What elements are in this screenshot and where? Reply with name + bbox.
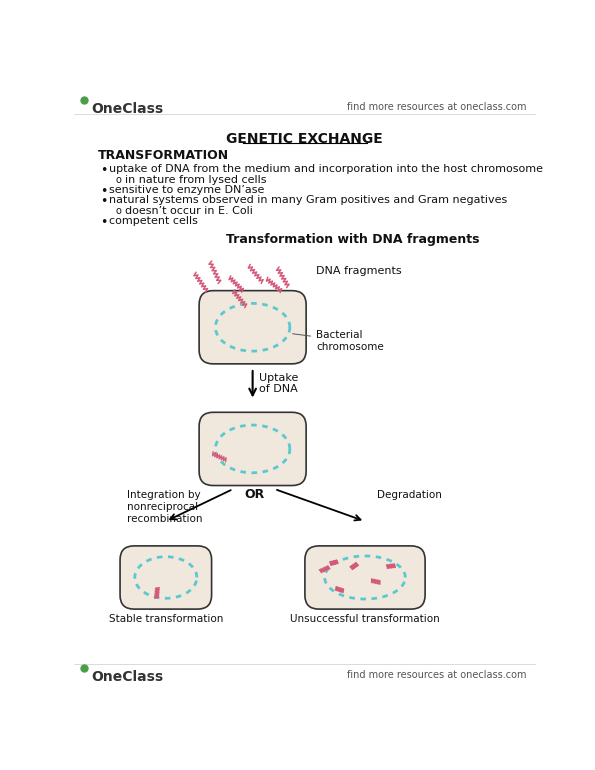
Text: find more resources at oneclass.com: find more resources at oneclass.com	[347, 670, 526, 680]
Text: natural systems observed in many Gram positives and Gram negatives: natural systems observed in many Gram po…	[109, 195, 508, 205]
Text: Unsuccessful transformation: Unsuccessful transformation	[290, 614, 440, 624]
FancyBboxPatch shape	[120, 546, 212, 609]
Text: OneClass: OneClass	[92, 102, 164, 115]
Text: Degradation: Degradation	[377, 490, 441, 500]
Text: doesn’t occur in E. Coli: doesn’t occur in E. Coli	[125, 206, 253, 216]
Text: o: o	[115, 206, 121, 216]
Text: competent cells: competent cells	[109, 216, 198, 226]
Text: Uptake
of DNA: Uptake of DNA	[259, 373, 298, 394]
Text: Stable transformation: Stable transformation	[109, 614, 223, 624]
Text: in nature from lysed cells: in nature from lysed cells	[125, 175, 266, 185]
Text: OneClass: OneClass	[92, 670, 164, 684]
FancyBboxPatch shape	[199, 290, 306, 364]
Text: •: •	[100, 164, 107, 177]
Text: •: •	[100, 185, 107, 198]
Text: find more resources at oneclass.com: find more resources at oneclass.com	[347, 102, 526, 112]
Text: •: •	[100, 216, 107, 229]
Text: Bacterial
chromosome: Bacterial chromosome	[293, 330, 384, 352]
Text: Transformation with DNA fragments: Transformation with DNA fragments	[226, 233, 479, 246]
Text: DNA fragments: DNA fragments	[316, 266, 402, 276]
Text: GENETIC EXCHANGE: GENETIC EXCHANGE	[226, 132, 383, 146]
FancyBboxPatch shape	[199, 412, 306, 486]
Text: o: o	[115, 175, 121, 185]
Text: OR: OR	[244, 488, 264, 500]
FancyBboxPatch shape	[305, 546, 425, 609]
Text: sensitive to enzyme DN’ase: sensitive to enzyme DN’ase	[109, 185, 265, 195]
Text: TRANSFORMATION: TRANSFORMATION	[98, 149, 228, 162]
Text: Integration by
nonreciprocal
recombination: Integration by nonreciprocal recombinati…	[127, 490, 202, 524]
Text: uptake of DNA from the medium and incorporation into the host chromosome: uptake of DNA from the medium and incorp…	[109, 164, 543, 174]
Text: •: •	[100, 195, 107, 208]
